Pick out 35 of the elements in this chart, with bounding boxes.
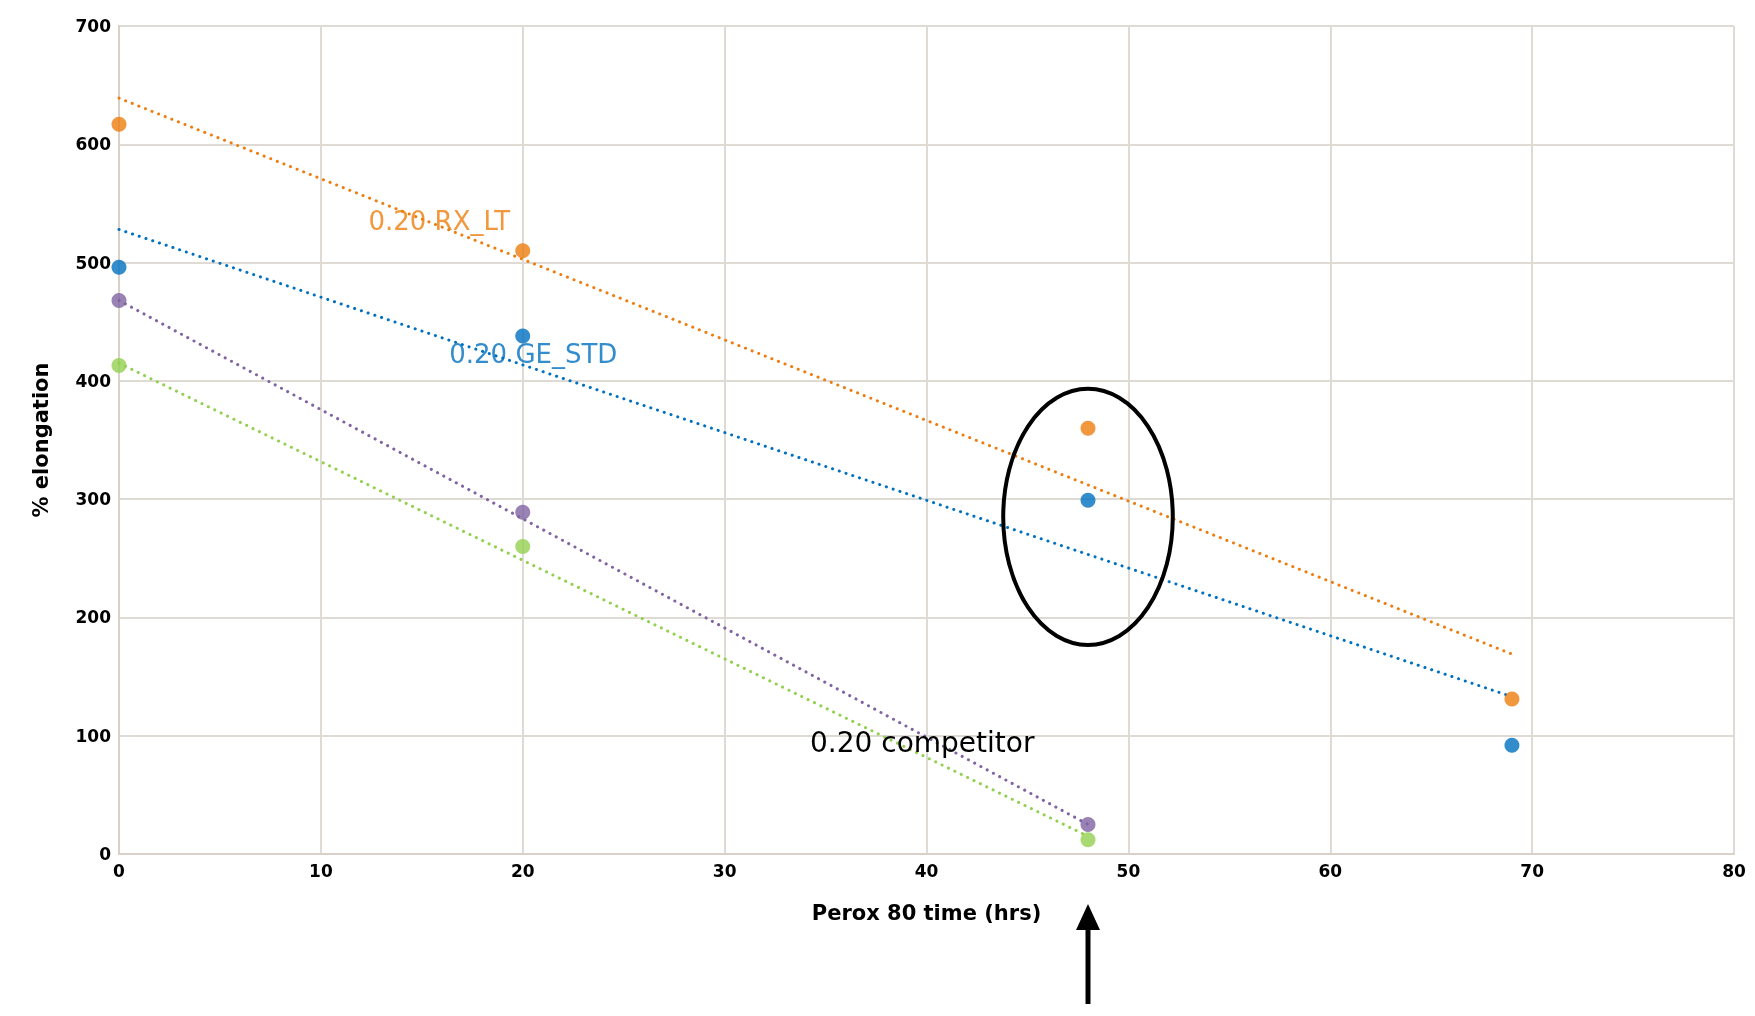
- point: [111, 292, 127, 308]
- y-tick-label: 600: [75, 134, 112, 155]
- point: [515, 538, 531, 554]
- y-tick-label: 100: [75, 725, 112, 746]
- x-tick-label: 40: [914, 860, 939, 881]
- x-tick-label: 30: [712, 860, 737, 881]
- x-tick-label: 0: [113, 860, 126, 881]
- point: [111, 259, 127, 275]
- x-tick-label: 50: [1116, 860, 1141, 881]
- y-tick-label: 400: [75, 370, 112, 391]
- point: [1080, 832, 1096, 848]
- x-tick-label: 60: [1318, 860, 1343, 881]
- point: [1080, 492, 1096, 508]
- x-tick-label: 10: [309, 860, 333, 881]
- point: [515, 504, 531, 520]
- x-axis-title: Perox 80 time (hrs): [811, 900, 1042, 925]
- point: [515, 243, 531, 259]
- y-tick-label: 700: [75, 16, 112, 36]
- point: [1080, 420, 1096, 436]
- annotation: 0.20 competitor: [810, 725, 1035, 759]
- point: [1504, 737, 1520, 753]
- series-label: 0.20 RX_LT: [368, 205, 511, 236]
- y-axis-title: % elongation: [28, 362, 53, 518]
- x-tick-label: 70: [1520, 860, 1545, 881]
- x-tick-label: 80: [1722, 860, 1746, 881]
- point: [515, 328, 531, 344]
- y-tick-label: 0: [99, 844, 112, 864]
- point: [111, 116, 127, 132]
- point: [1080, 816, 1096, 832]
- y-tick-label: 300: [75, 489, 112, 510]
- point: [111, 357, 127, 373]
- y-tick-label: 500: [75, 252, 112, 273]
- x-tick-label: 20: [510, 860, 535, 881]
- y-tick-label: 200: [75, 607, 112, 628]
- point: [1504, 691, 1520, 707]
